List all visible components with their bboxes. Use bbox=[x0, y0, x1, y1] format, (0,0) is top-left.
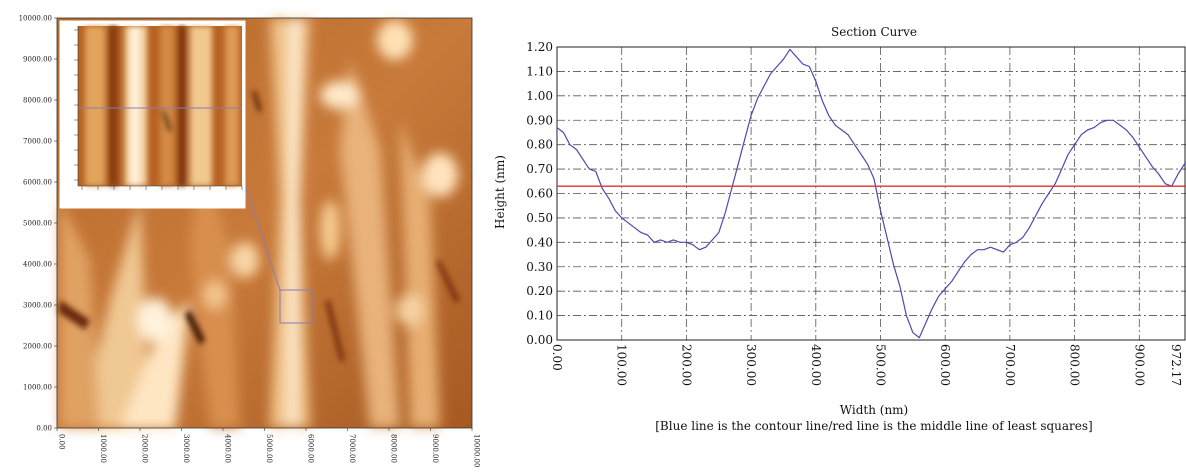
plot-area bbox=[556, 46, 1186, 341]
afm-y-tick-label: 1000.00 bbox=[23, 384, 52, 392]
afm-x-tick-label: 7000.00 bbox=[348, 434, 356, 463]
y-tick-label: 0.40 bbox=[526, 235, 553, 249]
afm-x-tick-label: 0.00 bbox=[58, 434, 66, 450]
afm-x-tick-label: 2000.00 bbox=[141, 434, 149, 463]
afm-main-image bbox=[57, 18, 472, 430]
afm-image-panel: 10000.00 9000.00 8000.00 7000.00 6000.00 5000… bbox=[0, 0, 480, 472]
afm-y-tick-label: 10000.00 bbox=[19, 15, 52, 23]
y-tick-label: 0.30 bbox=[526, 260, 553, 274]
afm-x-tick-label: 5000.00 bbox=[265, 434, 273, 463]
x-axis-ticks: 0.00 100.00 200.00 300.00 400.00 500.00 600.00… bbox=[550, 344, 1183, 386]
y-tick-label: 0.20 bbox=[526, 284, 553, 298]
chart-grid bbox=[557, 47, 1186, 340]
x-tick-label: 400.00 bbox=[809, 344, 823, 386]
y-tick-label: 1.10 bbox=[526, 64, 553, 78]
x-tick-label: 600.00 bbox=[938, 344, 952, 386]
x-tick-label: 700.00 bbox=[1003, 344, 1017, 386]
x-tick-label: 972.17 bbox=[1169, 344, 1183, 386]
afm-y-ticks: 10000.00 9000.00 8000.00 7000.00 6000.00 5000… bbox=[19, 15, 57, 433]
afm-image: 10000.00 9000.00 8000.00 7000.00 6000.00 5000… bbox=[19, 15, 481, 468]
afm-x-ticks: 0.00 1000.00 2000.00 3000.00 4000.00 5000.00 6… bbox=[56, 428, 481, 467]
afm-y-tick-label: 3000.00 bbox=[23, 302, 52, 310]
series-line-contour bbox=[556, 48, 1186, 339]
x-tick-label: 0.00 bbox=[550, 344, 564, 371]
afm-x-tick-label: 9000.00 bbox=[431, 434, 439, 463]
x-tick-label: 800.00 bbox=[1068, 344, 1082, 386]
chart-series bbox=[556, 48, 1186, 339]
y-tick-label: 0.50 bbox=[526, 211, 553, 225]
afm-inset bbox=[59, 20, 246, 209]
afm-x-tick-label: 1000.00 bbox=[99, 434, 107, 463]
x-tick-label: 200.00 bbox=[679, 344, 693, 386]
x-tick-label: 300.00 bbox=[744, 344, 758, 386]
x-axis-label: Width (nm) bbox=[840, 403, 908, 417]
section-curve-panel: Section Curve 0.00 0.10 0.20 0.30 0.40 0.50 0.… bbox=[480, 0, 1186, 472]
chart-title: Section Curve bbox=[831, 25, 917, 39]
legend-note: [Blue line is the contour line/red line … bbox=[655, 419, 1092, 433]
afm-x-tick-label: 8000.00 bbox=[390, 434, 398, 463]
y-axis-label: Height (nm) bbox=[493, 155, 507, 229]
x-tick-label: 900.00 bbox=[1132, 344, 1146, 386]
y-tick-label: 1.00 bbox=[526, 89, 553, 103]
y-tick-label: 0.00 bbox=[526, 333, 553, 347]
y-tick-label: 0.10 bbox=[526, 309, 553, 323]
section-curve-chart: Section Curve 0.000.100.200.300.400.500.… bbox=[493, 25, 1186, 433]
afm-x-tick-label: 6000.00 bbox=[307, 434, 315, 463]
afm-x-tick-label: 10000.00 bbox=[473, 434, 481, 467]
afm-y-tick-label: 2000.00 bbox=[23, 343, 52, 351]
afm-y-tick-label: 4000.00 bbox=[23, 261, 52, 269]
afm-y-tick-label: 8000.00 bbox=[23, 97, 52, 105]
x-tick-label: 100.00 bbox=[615, 344, 629, 386]
y-axis-ticks: 0.00 0.10 0.20 0.30 0.40 0.50 0.60 0.70 0.80 0.90… bbox=[526, 40, 553, 347]
y-tick-label: 0.90 bbox=[526, 113, 553, 127]
afm-x-tick-label: 4000.00 bbox=[224, 434, 232, 463]
afm-y-tick-label: 0.00 bbox=[36, 425, 52, 433]
afm-y-tick-label: 9000.00 bbox=[23, 56, 52, 64]
afm-y-tick-label: 6000.00 bbox=[23, 179, 52, 187]
y-tick-label: 0.60 bbox=[526, 187, 553, 201]
x-tick-label: 500.00 bbox=[874, 344, 888, 386]
y-tick-label: 1.20 bbox=[526, 40, 553, 54]
y-tick-label: 0.80 bbox=[526, 138, 553, 152]
afm-y-tick-label: 7000.00 bbox=[23, 138, 52, 146]
afm-x-tick-label: 3000.00 bbox=[182, 434, 190, 463]
afm-y-tick-label: 5000.00 bbox=[23, 220, 52, 228]
y-tick-label: 0.70 bbox=[526, 162, 553, 176]
